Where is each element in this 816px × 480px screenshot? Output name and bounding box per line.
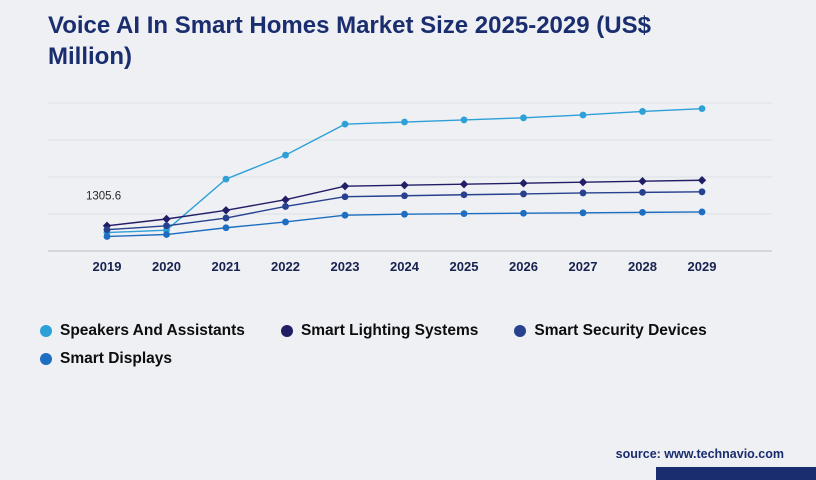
technavio-brand-bar <box>656 467 816 480</box>
legend-label: Speakers And Assistants <box>60 322 245 339</box>
svg-text:2024: 2024 <box>390 259 420 274</box>
svg-text:2026: 2026 <box>509 259 538 274</box>
source-attribution: source: www.technavio.com <box>615 447 784 461</box>
svg-text:2029: 2029 <box>688 259 717 274</box>
svg-text:2022: 2022 <box>271 259 300 274</box>
chart-area: 2019 2020 2021 2022 2023 2024 2025 2026 2027 2028… <box>40 90 780 282</box>
svg-text:2027: 2027 <box>569 259 598 274</box>
svg-text:2019: 2019 <box>93 259 122 274</box>
line-chart-svg: 2019 2020 2021 2022 2023 2024 2025 2026 2027 2028… <box>48 102 772 274</box>
svg-text:2023: 2023 <box>331 259 360 274</box>
legend-marker-icon <box>280 325 293 337</box>
svg-text:1305.6: 1305.6 <box>86 191 121 203</box>
legend-label: Smart Lighting Systems <box>300 322 479 339</box>
legend-item: Smart Lighting Systems <box>280 322 479 340</box>
page-title: Voice AI In Smart Homes Market Size 2025… <box>48 12 651 71</box>
legend-item: Speakers And Assistants <box>40 322 245 340</box>
svg-text:2021: 2021 <box>212 259 241 274</box>
legend-item: Smart Displays <box>40 350 172 368</box>
chart-legend: Speakers And Assistants Smart Lighting S… <box>40 322 740 368</box>
legend-label: Smart Security Devices <box>534 322 707 339</box>
svg-text:2020: 2020 <box>152 259 181 274</box>
legend-label: Smart Displays <box>60 350 172 367</box>
svg-text:2025: 2025 <box>450 259 479 274</box>
legend-item: Smart Security Devices <box>514 322 707 340</box>
svg-text:2028: 2028 <box>628 259 657 274</box>
legend-marker-icon <box>514 325 527 337</box>
legend-marker-icon <box>40 353 52 365</box>
legend-marker-icon <box>40 325 52 337</box>
